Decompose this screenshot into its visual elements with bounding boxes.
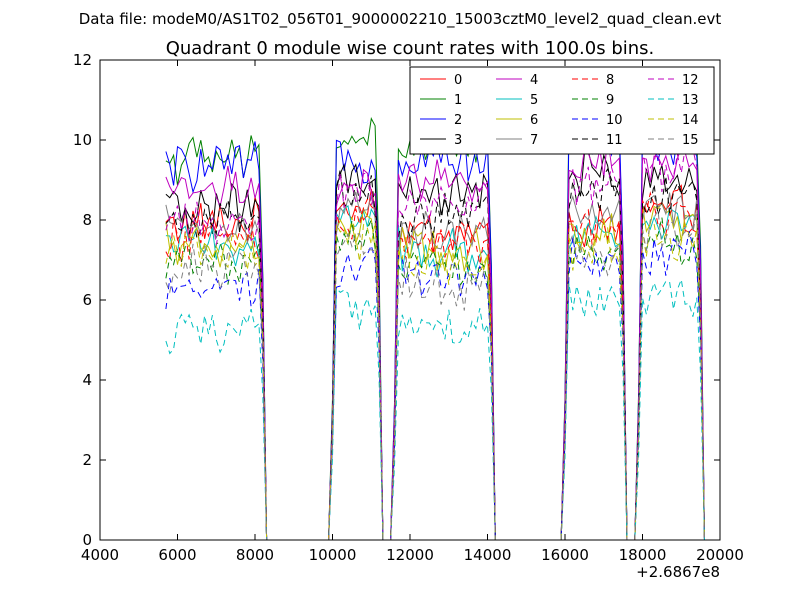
y-tick-label: 4 [82,371,92,389]
y-tick-label: 2 [82,451,92,469]
x-tick-label: 4000 [81,546,119,564]
y-tick-label: 10 [73,131,92,149]
x-tick-label: 8000 [236,546,274,564]
x-tick-label: 18000 [619,546,667,564]
x-tick-label: 20000 [696,546,744,564]
chart-title: Quadrant 0 module wise count rates with … [166,38,655,59]
legend-label-9: 9 [606,93,614,108]
legend-label-13: 13 [682,93,699,108]
axis-ticks: 4000 6000 8000 10000 12000 14000 16000 18000 200… [73,51,744,564]
x-tick-label: 12000 [386,546,434,564]
legend-label-3: 3 [454,133,462,148]
legend-label-5: 5 [530,93,538,108]
legend-label-8: 8 [606,73,614,88]
legend-label-11: 11 [606,133,623,148]
x-tick-label: 16000 [541,546,589,564]
x-tick-label: 14000 [464,546,512,564]
legend-label-2: 2 [454,113,462,128]
series-layer [165,97,705,540]
legend-label-12: 12 [682,73,699,88]
series-line-15 [165,208,705,540]
legend-label-1: 1 [454,93,462,108]
legend-label-6: 6 [530,113,538,128]
y-tick-label: 8 [82,211,92,229]
legend-label-7: 7 [530,133,538,148]
x-axis-offset-label: +2.6867e8 [636,563,720,581]
legend-label-4: 4 [530,73,538,88]
series-line-11 [165,167,705,540]
series-line-13 [165,277,705,540]
y-tick-label: 12 [73,51,92,69]
chart-suptitle: Data file: modeM0/AS1T02_056T01_90000022… [79,10,722,29]
legend-label-10: 10 [606,113,623,128]
series-line-12 [165,144,705,540]
y-tick-label: 6 [82,291,92,309]
legend-label-15: 15 [682,133,699,148]
legend-label-0: 0 [454,73,462,88]
y-tick-label: 0 [82,531,92,549]
x-tick-label: 10000 [309,546,357,564]
legend-label-14: 14 [682,113,699,128]
x-tick-label: 6000 [158,546,196,564]
